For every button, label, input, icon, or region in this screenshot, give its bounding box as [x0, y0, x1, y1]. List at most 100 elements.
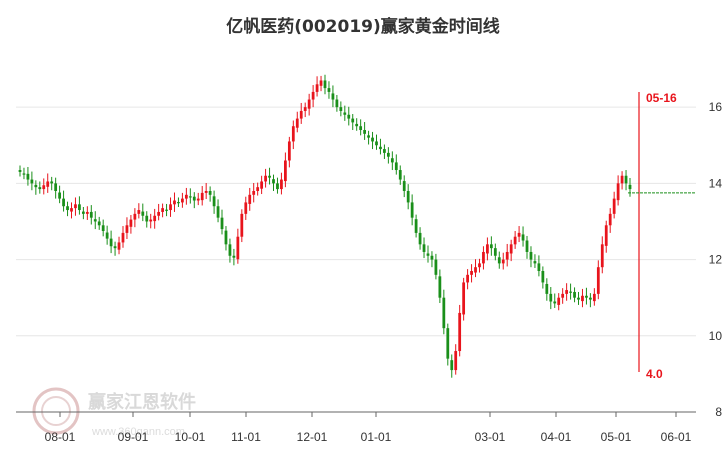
candle-body — [240, 213, 244, 237]
candle-body — [375, 141, 378, 146]
watermark-logo-inner — [41, 396, 71, 426]
watermark-logo — [32, 387, 80, 435]
candle-body — [418, 232, 422, 245]
y-tick-label: 16 — [709, 100, 723, 114]
watermark: 赢家江恩软件 www.360gann.com — [32, 387, 196, 438]
x-tick-label: 08-01 — [45, 430, 76, 444]
candle-body — [474, 267, 477, 273]
candle-body — [109, 238, 113, 247]
candle-body — [212, 196, 216, 207]
candle-body — [327, 88, 331, 92]
candle-body — [351, 118, 355, 123]
candle-body — [169, 204, 172, 211]
candle-body — [600, 244, 604, 268]
candle-body — [97, 221, 101, 226]
candle-body — [581, 295, 584, 302]
candle-body — [276, 183, 279, 190]
candle-body — [220, 217, 224, 230]
candle-body — [379, 146, 382, 150]
candle-body — [569, 291, 572, 293]
candle-body — [105, 232, 109, 239]
candle-body — [466, 274, 469, 283]
candle-body — [589, 297, 592, 300]
candle-body — [280, 179, 283, 190]
candle-body — [450, 360, 454, 371]
candle-body — [125, 225, 129, 233]
candle-body — [347, 114, 351, 119]
candle-body — [501, 259, 505, 264]
candle-body — [541, 271, 545, 283]
candle-body — [529, 251, 533, 260]
candle-body — [608, 213, 612, 226]
candle-body — [315, 84, 319, 92]
annotations: 05-16 4.0 — [628, 91, 696, 381]
candle-body — [81, 211, 85, 214]
candle-body — [446, 328, 450, 359]
x-tick-label: 06-01 — [661, 430, 692, 444]
candle-body — [430, 255, 434, 260]
candle-body — [517, 232, 521, 237]
candle-body — [557, 297, 561, 305]
candle-body — [153, 215, 157, 222]
candle-body — [319, 80, 323, 86]
candle-body — [458, 312, 462, 352]
candle-body — [137, 210, 141, 214]
candle-body — [188, 196, 192, 198]
candle-body — [236, 236, 240, 260]
candle-body — [604, 225, 608, 246]
x-tick-label: 01-01 — [361, 430, 392, 444]
candle-body — [426, 253, 430, 256]
timeline-date-label: 05-16 — [646, 91, 677, 105]
candle-body — [287, 141, 291, 161]
candle-body — [537, 263, 541, 272]
candle-body — [545, 283, 549, 294]
candle-body — [165, 209, 168, 211]
candle-body — [612, 198, 616, 214]
candle-body — [489, 244, 493, 249]
candle-body — [355, 123, 359, 127]
x-tick-label: 12-01 — [297, 430, 328, 444]
candle-body — [18, 170, 22, 172]
y-axis: 8 10 12 14 16 — [709, 100, 723, 419]
candle-body — [577, 297, 580, 300]
candle-body — [184, 194, 188, 199]
candle-body — [505, 251, 509, 260]
candle-body — [291, 126, 295, 142]
candle-body — [30, 179, 34, 184]
candle-body — [363, 130, 366, 134]
candle-body — [402, 181, 406, 191]
candle-body — [509, 244, 513, 254]
candle-body — [232, 255, 236, 258]
candle-body — [264, 175, 267, 182]
candle-body — [295, 118, 299, 128]
candle-body — [177, 202, 180, 204]
candle-body — [414, 219, 418, 233]
y-tick-label: 14 — [709, 176, 723, 190]
y-tick-label: 10 — [709, 329, 723, 343]
candle-body — [244, 202, 248, 214]
candle-body — [248, 194, 252, 204]
candle-body — [50, 181, 54, 184]
candle-body — [628, 184, 632, 190]
candle-body — [585, 295, 588, 298]
candle-body — [478, 263, 481, 268]
candle-body — [22, 173, 26, 175]
grid-lines — [16, 106, 696, 337]
candle-body — [303, 107, 307, 111]
candle-body — [390, 158, 394, 163]
candle-body — [284, 160, 287, 182]
candle-body — [121, 232, 125, 243]
candle-body — [173, 200, 176, 205]
candle-body — [26, 173, 30, 180]
candle-body — [228, 244, 232, 256]
candle-body — [371, 137, 374, 142]
candle-body — [513, 236, 517, 245]
candle-body — [93, 219, 97, 222]
candle-body — [394, 162, 398, 171]
candle-body — [339, 107, 343, 111]
candle-body — [216, 206, 220, 218]
candle-body — [493, 248, 497, 256]
watermark-url: www.360gann.com — [91, 426, 185, 438]
candle-body — [454, 351, 458, 371]
candle-body — [272, 179, 275, 184]
